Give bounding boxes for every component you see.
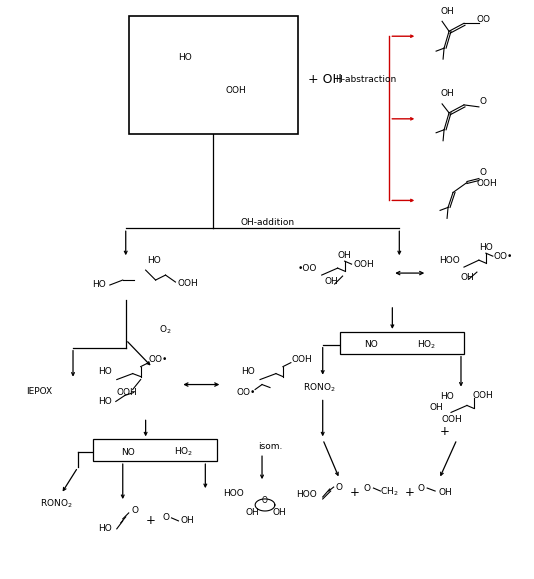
Text: IEPOX: IEPOX xyxy=(26,387,52,396)
Text: OOH: OOH xyxy=(476,179,497,188)
Text: OH: OH xyxy=(440,89,454,98)
Bar xyxy=(93,439,217,461)
Text: OO: OO xyxy=(477,15,491,24)
Text: HO: HO xyxy=(241,367,255,376)
Text: RONO$_2$: RONO$_2$ xyxy=(40,498,73,510)
Text: OO•: OO• xyxy=(237,388,256,397)
Text: O: O xyxy=(364,483,371,493)
Text: OOH: OOH xyxy=(226,86,247,96)
Text: H-abstraction: H-abstraction xyxy=(335,75,396,83)
Text: NO: NO xyxy=(121,448,135,457)
Text: HOO: HOO xyxy=(223,489,244,497)
Text: HOO: HOO xyxy=(296,489,317,499)
Text: O: O xyxy=(335,482,342,492)
Text: OH: OH xyxy=(325,277,339,285)
Text: OOH: OOH xyxy=(177,278,198,288)
Text: OOH: OOH xyxy=(442,415,462,424)
Text: OH: OH xyxy=(429,403,443,412)
Text: HO: HO xyxy=(98,525,112,533)
Text: OH: OH xyxy=(245,508,259,518)
Text: HOO: HOO xyxy=(438,256,459,265)
Text: HO$_2$: HO$_2$ xyxy=(174,446,193,459)
Text: O: O xyxy=(480,168,486,177)
Text: HO: HO xyxy=(440,392,454,401)
Text: OH: OH xyxy=(438,488,452,497)
Text: isom.: isom. xyxy=(258,442,282,450)
Text: HO: HO xyxy=(98,367,112,376)
Text: OH: OH xyxy=(180,516,194,525)
Text: OO•: OO• xyxy=(149,355,168,364)
Text: OH-addition: OH-addition xyxy=(240,218,294,227)
Text: +: + xyxy=(404,486,414,499)
Text: O: O xyxy=(162,514,169,522)
Text: +: + xyxy=(440,425,450,438)
Text: OOH: OOH xyxy=(292,355,312,364)
Text: RONO$_2$: RONO$_2$ xyxy=(303,382,336,394)
Text: OOH: OOH xyxy=(353,259,374,269)
Text: O: O xyxy=(418,483,425,493)
Text: HO: HO xyxy=(92,280,106,288)
Text: + OH: + OH xyxy=(308,72,342,86)
Text: •OO: •OO xyxy=(298,263,318,273)
Text: HO: HO xyxy=(147,256,161,265)
Text: +: + xyxy=(146,514,155,527)
Text: HO: HO xyxy=(178,53,192,61)
Text: HO$_2$: HO$_2$ xyxy=(418,339,437,351)
Text: OH: OH xyxy=(440,7,454,16)
Text: +: + xyxy=(350,486,359,499)
Text: NO: NO xyxy=(365,340,378,349)
Text: OH: OH xyxy=(337,251,351,259)
Text: HO: HO xyxy=(98,397,112,406)
Bar xyxy=(340,332,464,354)
Text: O: O xyxy=(480,97,486,107)
Text: O$_2$: O$_2$ xyxy=(159,324,171,336)
Text: CH$_2$: CH$_2$ xyxy=(380,486,399,499)
Text: HO: HO xyxy=(479,243,493,252)
Text: OOH: OOH xyxy=(473,391,493,400)
Text: O: O xyxy=(262,496,268,505)
Text: OO•: OO• xyxy=(493,252,513,261)
Bar xyxy=(129,16,298,134)
Text: OH: OH xyxy=(272,508,286,518)
Text: OH: OH xyxy=(460,273,474,281)
Text: OOH: OOH xyxy=(116,388,137,397)
Text: O: O xyxy=(131,507,138,515)
